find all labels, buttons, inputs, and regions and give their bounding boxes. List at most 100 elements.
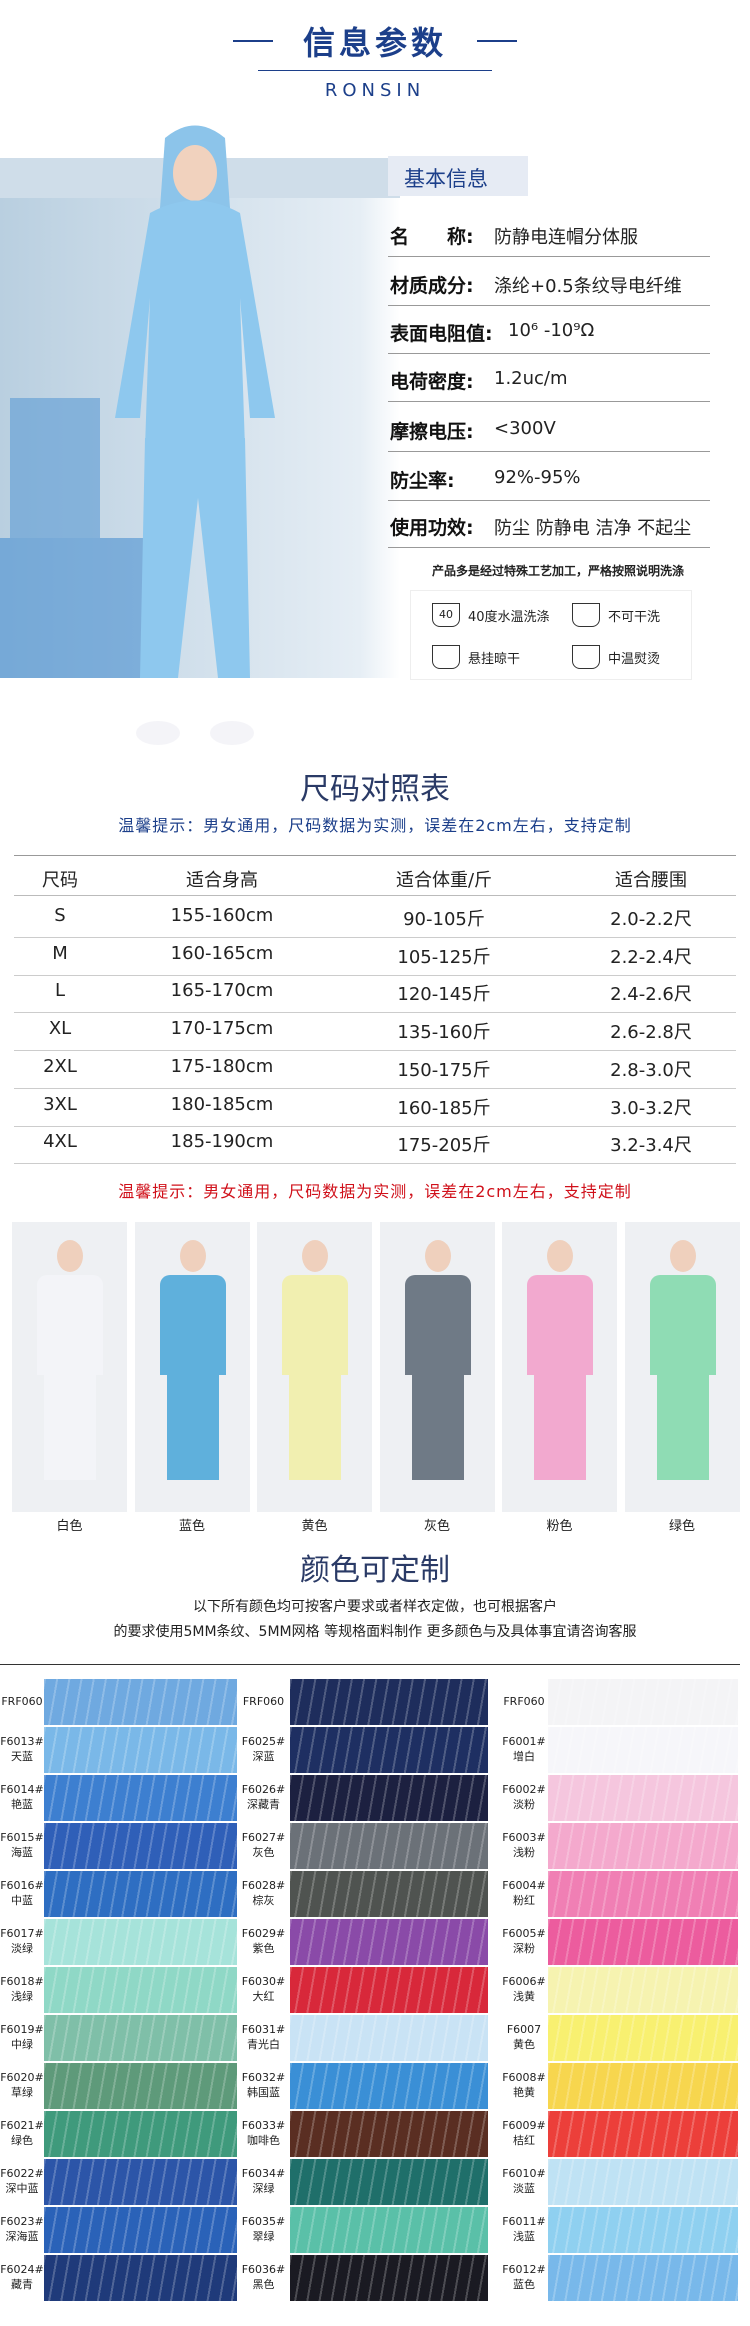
table-rule xyxy=(14,1087,736,1089)
photo-pants xyxy=(411,1370,464,1480)
swatch-name: 韩国蓝 xyxy=(237,2086,290,2100)
swatch-code: F6034# xyxy=(237,2167,290,2181)
table-cell: 185-190cm xyxy=(170,1131,274,1153)
size-title: 尺码对照表 xyxy=(300,772,450,807)
swatch xyxy=(290,2159,488,2205)
swatch-name: 黄色 xyxy=(500,2038,548,2052)
swatch-code: F6002# xyxy=(500,1783,548,1797)
table-rule xyxy=(14,895,736,896)
table-cell: 165-170cm xyxy=(170,980,274,1002)
photo-head xyxy=(547,1240,573,1272)
care-icon: 40 xyxy=(432,603,460,627)
table-rule xyxy=(14,937,736,938)
swatch xyxy=(44,1919,237,1965)
swatch-code: F6025# xyxy=(237,1735,290,1749)
photo-pants xyxy=(534,1370,586,1480)
photo-pants xyxy=(44,1370,96,1480)
table-rule xyxy=(14,855,736,856)
table-rule xyxy=(14,1163,736,1165)
info-value: 防静电连帽分体服 xyxy=(494,227,638,248)
swatch xyxy=(548,1775,738,1821)
table-rule xyxy=(14,1125,736,1127)
table-cell: 3.0-3.2尺 xyxy=(610,1097,692,1119)
info-label: 摩擦电压: xyxy=(390,421,474,443)
swatch-code: F6015# xyxy=(0,1831,44,1845)
swatch-name: 艳蓝 xyxy=(0,1798,44,1812)
photo-head xyxy=(302,1240,328,1272)
table-cell: 2.8-3.0尺 xyxy=(610,1059,692,1081)
table-rule xyxy=(14,1012,736,1014)
table-cell: 3XL xyxy=(43,1093,77,1115)
swatch xyxy=(44,2111,237,2157)
swatch-name: 藏青 xyxy=(0,2278,44,2292)
table-cell: 160-185斤 xyxy=(397,1097,491,1119)
rule xyxy=(477,40,517,42)
table-rule xyxy=(14,1050,736,1052)
heading-box xyxy=(388,156,528,196)
info-rule xyxy=(388,500,710,501)
swatch xyxy=(548,2111,738,2157)
swatch-name: 咖啡色 xyxy=(237,2134,290,2148)
swatch-code: F6019# xyxy=(0,2023,44,2037)
swatch xyxy=(548,1679,738,1725)
swatch-name: 棕灰 xyxy=(237,1894,290,1908)
table-cell: 135-160斤 xyxy=(397,1022,491,1044)
swatch-name: 中蓝 xyxy=(0,1894,44,1908)
swatch-header: FRF060 xyxy=(0,1695,44,1709)
swatch-code: F6008# xyxy=(500,2071,548,2085)
table-cell: 2.6-2.8尺 xyxy=(610,1022,692,1044)
swatch-name: 增白 xyxy=(500,1750,548,1764)
table-cell: 155-160cm xyxy=(170,905,274,926)
care-note: 产品多是经过特殊工艺加工，严格按照说明洗涤 xyxy=(431,564,684,578)
colors-title: 颜色可定制 xyxy=(300,1553,450,1588)
swatch-code: F6003# xyxy=(500,1831,548,1845)
swatch-code: F6007 xyxy=(500,2023,548,2037)
swatch-code: F6032# xyxy=(237,2071,290,2085)
swatch-name: 浅黄 xyxy=(500,1990,548,2004)
swatch xyxy=(290,2015,488,2061)
swatch-code: F6028# xyxy=(237,1879,290,1893)
swatch-name: 淡粉 xyxy=(500,1798,548,1812)
swatch-name: 深藏青 xyxy=(237,1798,290,1812)
rule xyxy=(258,70,492,71)
swatch-name: 绿色 xyxy=(0,2134,44,2148)
swatch-code: F6035# xyxy=(237,2215,290,2229)
swatch-name: 海蓝 xyxy=(0,1846,44,1860)
swatch xyxy=(290,2255,488,2301)
info-value: 涤纶+0.5条纹导电纤维 xyxy=(494,276,682,297)
subtitle: RONSIN xyxy=(324,80,426,101)
swatch-name: 蓝色 xyxy=(500,2278,548,2292)
table-cell: 2XL xyxy=(43,1055,77,1077)
swatch-code: F6014# xyxy=(0,1783,44,1797)
swatch-code: F6001# xyxy=(500,1735,548,1749)
table-header: 适合身高 xyxy=(186,870,258,891)
table-cell: S xyxy=(54,905,66,926)
info-label: 使用功效: xyxy=(390,517,474,539)
swatch xyxy=(548,2015,738,2061)
swatch-code: F6012# xyxy=(500,2263,548,2277)
table-header: 尺码 xyxy=(42,870,78,891)
photo-label: 粉色 xyxy=(546,1519,573,1534)
swatch xyxy=(290,2207,488,2253)
photo-label: 白色 xyxy=(56,1519,83,1534)
swatch-name: 黑色 xyxy=(237,2278,290,2292)
swatch xyxy=(548,1967,738,2013)
info-rule xyxy=(388,305,710,306)
swatch-name: 淡蓝 xyxy=(500,2182,548,2196)
table-cell: 2.0-2.2尺 xyxy=(610,909,692,930)
swatch xyxy=(44,1679,237,1725)
swatch xyxy=(44,2015,237,2061)
photo-suit xyxy=(159,1275,226,1375)
swatch xyxy=(44,1823,237,1869)
swatch-name: 浅绿 xyxy=(0,1990,44,2004)
swatch-code: F6027# xyxy=(237,1831,290,1845)
swatch-name: 淡绿 xyxy=(0,1942,44,1956)
care-text: 悬挂晾干 xyxy=(468,652,521,667)
description-line: 的要求使用5MM条纹、5MM网格 等规格面料制作 更多颜色与及具体事宜请咨询客服 xyxy=(113,1624,637,1640)
info-value: 1.2uc/m xyxy=(494,368,568,389)
swatch xyxy=(290,1823,488,1869)
swatch-name: 深蓝 xyxy=(237,1750,290,1764)
table-header: 适合腰围 xyxy=(615,870,687,891)
swatch xyxy=(44,2207,237,2253)
table-cell: 150-175斤 xyxy=(397,1059,491,1081)
